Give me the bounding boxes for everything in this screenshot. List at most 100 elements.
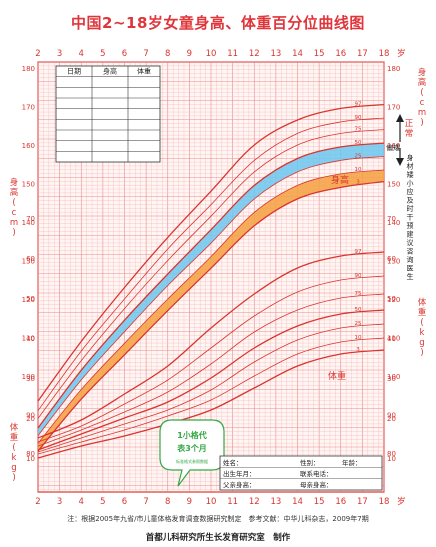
height-tick-label-right: 80: [387, 450, 396, 458]
height-curve-p90: [37, 117, 385, 411]
height-tick-label-right: 100: [387, 373, 400, 381]
x-tick-label-top: 5: [100, 49, 105, 59]
weight-axis-label-left: 体: [10, 422, 19, 433]
info-name-label: 姓名：: [223, 458, 243, 467]
weight-axis-label-left: k: [12, 453, 17, 463]
height-tick-label-right: 170: [387, 104, 400, 112]
legend-normal-arrowhead: [396, 114, 404, 122]
weight-percentile-label: 50: [355, 307, 362, 313]
x-tick-label-top: 16: [335, 49, 346, 59]
info-mother-label: 母亲身高：: [300, 480, 333, 489]
height-percentile-label: 25: [355, 153, 362, 159]
weight-axis-label-right: k: [420, 328, 425, 338]
x-tick-label-top: 11: [227, 49, 238, 59]
weight-curve-p3: [37, 349, 385, 459]
weight-tick-label-right: 10: [387, 455, 396, 463]
height-tick-label-left: 130: [22, 258, 35, 266]
x-tick-label-top: 9: [187, 49, 192, 59]
weight-tick-label-right: 20: [387, 415, 396, 423]
weight-curve-p10: [37, 337, 385, 455]
x-tick-label-top: 14: [292, 49, 303, 59]
x-tick-label-bottom: 6: [122, 497, 127, 507]
advice-text: 及: [407, 197, 414, 205]
x-tick-label-bottom: 14: [292, 497, 303, 507]
advice-text: 预: [407, 221, 414, 230]
x-tick-label-bottom: 5: [100, 497, 105, 507]
weight-percentile-label: 10: [355, 335, 362, 341]
height-tick-label-left: 140: [22, 219, 35, 227]
weight-axis-label-left: (: [12, 443, 15, 453]
height-tick-label-right: 90: [387, 412, 396, 420]
height-curve-p50: [37, 142, 385, 429]
advice-text: 小: [407, 179, 414, 188]
x-tick-label-top: 3: [57, 49, 62, 59]
x-tick-label-bottom: 15: [314, 497, 325, 507]
weight-percentile-label: 3: [356, 347, 360, 353]
advice-text: 医: [407, 265, 414, 273]
info-box: [219, 455, 383, 491]
height-tick-label-right: 120: [387, 296, 400, 304]
height-axis-label-left: 高: [10, 187, 19, 198]
advice-text: 生: [407, 272, 414, 281]
weight-tick-label-right: 50: [387, 295, 396, 303]
advice-text: 咨: [407, 247, 414, 256]
height-axis-label-right: (: [420, 88, 423, 98]
weight-axis-label-right: (: [420, 318, 423, 328]
advice-text: 身: [407, 153, 414, 162]
x-tick-label-bottom: 12: [249, 497, 260, 507]
guide-bubble-line3: 标准格式参照数据: [176, 458, 208, 464]
x-tick-label-bottom: 16: [335, 497, 346, 507]
height-axis-label-right: 高: [418, 77, 427, 88]
weight-tick-label-left: 40: [26, 335, 35, 343]
advice-text: 询: [407, 255, 414, 264]
advice-text: 材: [407, 162, 414, 171]
height-tick-label-left: 90: [26, 412, 35, 420]
weight-axis-label-right: g: [419, 338, 424, 348]
height-axis-label-left: ): [12, 228, 15, 238]
x-tick-label-bottom: 7: [143, 497, 148, 507]
weight-tick-label-left: 20: [26, 415, 35, 423]
legend-normal-label: 常: [405, 128, 414, 139]
weight-percentile-label: 75: [355, 291, 362, 297]
height-tick-label-left: 180: [22, 65, 35, 73]
weight-axis-label-left: 重: [10, 432, 19, 443]
advice-text: 应: [407, 187, 414, 196]
weight-tick-label-left: 70: [26, 215, 35, 223]
x-tick-label-bottom: 8: [165, 497, 170, 507]
x-tick-label-top: 15: [314, 49, 325, 59]
weight-tick-label-right: 40: [387, 335, 396, 343]
height-curve-p97: [37, 103, 385, 402]
weight-percentile-label: 90: [355, 273, 362, 279]
info-gender-label: 性别：: [300, 458, 320, 467]
x-unit-label-bottom: 岁: [397, 496, 406, 507]
height-axis-label-right: c: [420, 98, 425, 108]
height-percentile-label: 10: [355, 167, 362, 173]
height-tick-label-left: 80: [26, 450, 35, 458]
weight-axis-label-right: 重: [418, 307, 427, 318]
weight-curve-p75: [37, 293, 385, 447]
height-axis-label-right: 身: [418, 67, 427, 78]
weight-axis-label-right: ): [420, 348, 423, 358]
height-tick-label-right: 180: [387, 65, 400, 73]
height-percentile-label: 90: [355, 115, 362, 121]
x-tick-label-bottom: 4: [79, 497, 84, 507]
x-tick-label-bottom: 18: [379, 497, 390, 507]
info-birth-label: 出生年月：: [223, 469, 256, 478]
legend-normal-label: 正: [405, 119, 414, 129]
x-tick-label-bottom: 3: [57, 497, 62, 507]
height-axis-label-right: ): [420, 118, 423, 128]
height-percentile-label: 50: [355, 140, 362, 146]
weight-curve-label: 体重: [328, 370, 346, 382]
height-percentile-label: 97: [355, 101, 362, 107]
x-tick-label-top: 2: [35, 49, 40, 59]
chart-title: 中国2~18岁女童身高、体重百分位曲线图: [71, 14, 365, 32]
height-curve-label: 身高: [331, 174, 349, 186]
height-tick-label-right: 150: [387, 181, 400, 189]
advice-text: 议: [407, 239, 414, 247]
x-tick-label-top: 17: [357, 49, 368, 59]
height-tick-label-right: 130: [387, 258, 400, 266]
x-tick-label-top: 10: [206, 49, 217, 59]
height-curve-p3: [37, 180, 385, 452]
footnote: 注：根据2005年九省/市儿童体格发育调查数据研究制定 参考文献：中华儿科杂志，…: [67, 515, 369, 523]
